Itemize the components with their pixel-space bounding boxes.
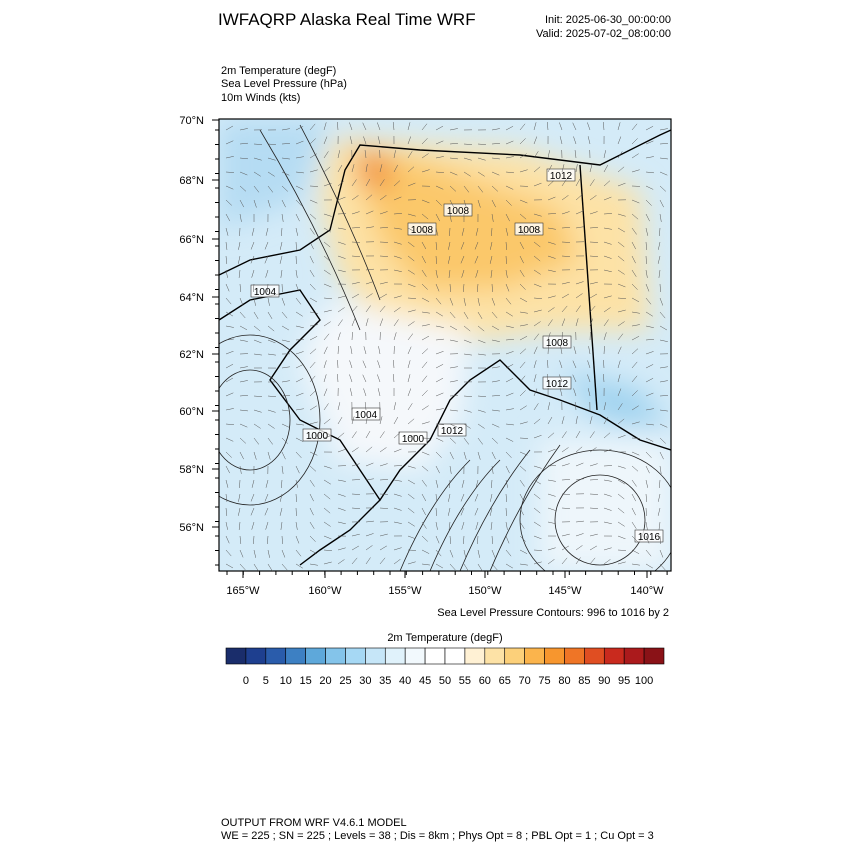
contour-label: 1008 — [518, 225, 541, 236]
contour-label: 1012 — [550, 171, 573, 182]
contour-label: 1004 — [355, 410, 378, 421]
colorbar-swatch — [246, 648, 266, 664]
init-time: Init: 2025-06-30_00:00:00 — [545, 14, 671, 26]
colorbar-tick-label: 95 — [618, 675, 630, 687]
colorbar-tick-label: 55 — [459, 675, 471, 687]
lat-label: 62°N — [179, 349, 204, 361]
colorbar-swatch — [226, 648, 246, 664]
contour-label: 1000 — [306, 431, 329, 442]
footer-line: OUTPUT FROM WRF V4.6.1 MODEL — [221, 817, 407, 829]
colorbar-tick-label: 70 — [519, 675, 531, 687]
colorbar-tick-label: 0 — [243, 675, 249, 687]
colorbar-tick-label: 10 — [280, 675, 292, 687]
colorbar-swatch — [266, 648, 286, 664]
colorbar-swatch — [405, 648, 425, 664]
lon-label: 165°W — [226, 585, 260, 597]
colorbar-tick-label: 5 — [263, 675, 269, 687]
colorbar-swatch — [465, 648, 485, 664]
colorbar-swatch — [286, 648, 306, 664]
colorbar-tick-label: 85 — [578, 675, 590, 687]
contour-label: 1012 — [546, 379, 569, 390]
colorbar-tick-label: 80 — [558, 675, 570, 687]
colorbar-swatch — [604, 648, 624, 664]
lon-label: 140°W — [630, 585, 664, 597]
colorbar-tick-label: 40 — [399, 675, 411, 687]
lon-label: 155°W — [388, 585, 422, 597]
colorbar-tick-label: 65 — [499, 675, 511, 687]
colorbar-swatch — [326, 648, 346, 664]
colorbar-swatch — [345, 648, 365, 664]
lat-label: 68°N — [179, 175, 204, 187]
colorbar-swatch — [365, 648, 385, 664]
colorbar-tick-label: 25 — [339, 675, 351, 687]
lon-label: 145°W — [548, 585, 582, 597]
colorbar-swatch — [425, 648, 445, 664]
colorbar-swatch — [644, 648, 664, 664]
footer-line: WE = 225 ; SN = 225 ; Levels = 38 ; Dis … — [221, 830, 654, 842]
colorbar-swatch — [624, 648, 644, 664]
contour-label: 1004 — [254, 287, 277, 298]
colorbar-title: 2m Temperature (degF) — [387, 632, 502, 644]
title: IWFAQRP Alaska Real Time WRF — [218, 10, 476, 29]
colorbar-swatch — [485, 648, 505, 664]
colorbar-swatch — [525, 648, 545, 664]
colorbar-tick-label: 20 — [319, 675, 331, 687]
lon-label: 150°W — [468, 585, 502, 597]
lon-label: 160°W — [308, 585, 342, 597]
field-label: 10m Winds (kts) — [221, 92, 300, 104]
field-label: 2m Temperature (degF) — [221, 65, 336, 77]
colorbar-swatch — [564, 648, 584, 664]
colorbar-tick-label: 15 — [300, 675, 312, 687]
contour-label: 1012 — [441, 426, 464, 437]
colorbar-tick-label: 90 — [598, 675, 610, 687]
colorbar-swatch — [505, 648, 525, 664]
colorbar-swatch — [545, 648, 565, 664]
colorbar-tick-label: 60 — [479, 675, 491, 687]
lat-label: 60°N — [179, 406, 204, 418]
field-label: Sea Level Pressure (hPa) — [221, 78, 347, 90]
colorbar-swatch — [584, 648, 604, 664]
contour-label: 1000 — [402, 434, 425, 445]
lat-label: 66°N — [179, 234, 204, 246]
colorbar-tick-label: 75 — [538, 675, 550, 687]
lat-label: 58°N — [179, 464, 204, 476]
colorbar-tick-label: 50 — [439, 675, 451, 687]
lat-label: 64°N — [179, 292, 204, 304]
contour-note: Sea Level Pressure Contours: 996 to 1016… — [437, 607, 669, 619]
colorbar-tick-label: 35 — [379, 675, 391, 687]
valid-time: Valid: 2025-07-02_08:00:00 — [536, 28, 671, 40]
colorbar-swatch — [306, 648, 326, 664]
contour-label: 1008 — [411, 225, 434, 236]
contour-label: 1008 — [546, 338, 569, 349]
colorbar-tick-label: 45 — [419, 675, 431, 687]
lat-label: 70°N — [179, 115, 204, 127]
colorbar-swatch — [445, 648, 465, 664]
lat-label: 56°N — [179, 522, 204, 534]
contour-label: 1016 — [638, 532, 661, 543]
colorbar-tick-label: 30 — [359, 675, 371, 687]
colorbar-swatch — [385, 648, 405, 664]
colorbar-tick-label: 100 — [635, 675, 653, 687]
map-field — [180, 119, 680, 590]
